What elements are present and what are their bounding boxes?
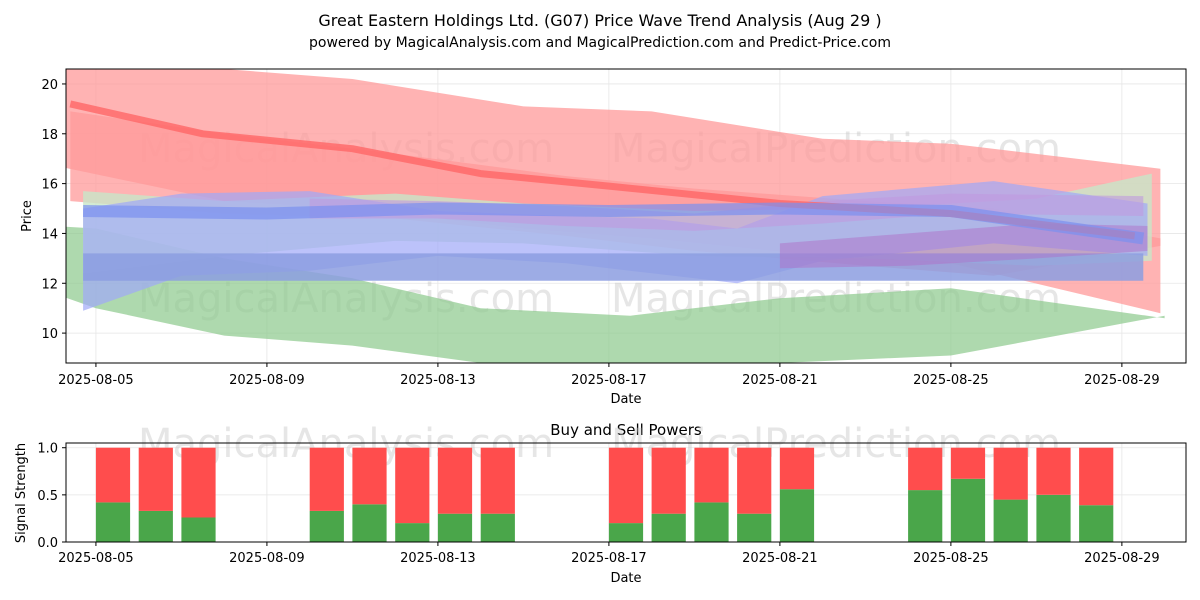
band-purple-low (779, 223, 1148, 269)
buy-bar (908, 490, 943, 542)
price-y-tick-label: 10 (41, 327, 58, 342)
sell-bar (908, 447, 943, 491)
sell-bar (181, 447, 216, 518)
buy-sell-x-axis-label: Date (610, 571, 641, 586)
price-x-tick-label: 2025-08-09 (229, 373, 305, 388)
price-wave-panel: MagicalAnalysis.com MagicalPrediction.co… (20, 68, 1187, 407)
price-x-axis-label: Date (610, 392, 641, 407)
buy-bar (651, 513, 686, 542)
buy-bar (1036, 494, 1071, 542)
sell-bar (1079, 447, 1114, 506)
watermark-magicalprediction-bottom: MagicalPrediction.com (611, 421, 1061, 467)
sell-bar (395, 447, 430, 524)
price-x-ticks: 2025-08-05 2025-08-09 2025-08-13 2025-08-17… (58, 363, 1160, 388)
buy-sell-x-tick-label: 2025-08-05 (58, 551, 134, 566)
buy-sell-x-tick-label: 2025-08-25 (913, 551, 989, 566)
sell-bar (737, 447, 772, 514)
sell-bar (437, 447, 473, 514)
sell-bar (608, 447, 644, 524)
buy-bar (181, 517, 216, 542)
line-blue-trend (83, 202, 1145, 245)
sell-bar (694, 447, 729, 503)
buy-sell-x-tick-label: 2025-08-09 (229, 551, 305, 566)
buy-bar (352, 504, 387, 542)
buy-bar (993, 499, 1028, 542)
buy-bar (1079, 505, 1114, 542)
price-y-ticks: 10 12 14 16 18 20 (41, 78, 66, 342)
sell-bar (352, 447, 387, 505)
buy-bar (395, 523, 430, 542)
price-y-tick-label: 20 (41, 78, 58, 93)
price-x-tick-label: 2025-08-29 (1084, 373, 1160, 388)
sell-bar (993, 447, 1028, 500)
price-x-tick-label: 2025-08-25 (913, 373, 989, 388)
sell-bar (1036, 447, 1071, 495)
sell-bar (950, 447, 986, 479)
buy-bar (694, 502, 729, 542)
sell-bar (779, 447, 815, 490)
price-y-tick-label: 18 (41, 128, 58, 143)
buy-sell-title: Buy and Sell Powers (550, 421, 702, 439)
buy-sell-x-tick-label: 2025-08-21 (742, 551, 818, 566)
chart-subtitle: powered by MagicalAnalysis.com and Magic… (309, 35, 891, 51)
buy-bar (95, 502, 131, 542)
buy-sell-plot-frame (65, 442, 1187, 543)
price-y-tick-label: 14 (41, 227, 58, 242)
price-plot-frame (65, 68, 1187, 364)
buy-sell-y-tick-label: 1.0 (37, 442, 58, 457)
sell-bar (309, 447, 344, 511)
sell-bar (95, 447, 131, 503)
buy-sell-x-tick-label: 2025-08-13 (400, 551, 476, 566)
buy-bar (779, 489, 815, 542)
buy-sell-y-tick-label: 0.0 (37, 536, 58, 551)
buy-sell-x-tick-label: 2025-08-29 (1084, 551, 1160, 566)
chart-title: Great Eastern Holdings Ltd. (G07) Price … (318, 11, 881, 30)
buy-bar (437, 513, 473, 542)
price-trend-lines (69, 100, 1145, 245)
price-x-tick-label: 2025-08-21 (742, 373, 818, 388)
buy-bar (950, 478, 986, 542)
price-y-tick-label: 16 (41, 178, 58, 193)
price-x-tick-label: 2025-08-13 (400, 373, 476, 388)
price-y-axis-label: Price (20, 200, 35, 232)
buy-bar (480, 513, 515, 542)
buy-sell-y-ticks: 0.0 0.5 1.0 (37, 442, 66, 551)
buy-sell-bars (95, 447, 1114, 542)
sell-bar (480, 447, 515, 514)
band-green-main (66, 226, 1165, 363)
buy-bar (737, 513, 772, 542)
price-x-tick-label: 2025-08-17 (571, 373, 647, 388)
sell-bar (651, 447, 686, 514)
buy-sell-x-ticks: 2025-08-05 2025-08-09 2025-08-13 2025-08-17… (58, 542, 1160, 566)
buy-sell-panel: Buy and Sell Powers MagicalAnalysis.com … (14, 421, 1187, 586)
buy-sell-y-tick-label: 0.5 (37, 489, 58, 504)
price-y-tick-label: 12 (41, 277, 58, 292)
sell-bar (138, 447, 173, 511)
buy-bar (608, 523, 644, 542)
buy-sell-x-tick-label: 2025-08-17 (571, 551, 647, 566)
buy-bar (138, 510, 173, 542)
buy-sell-y-axis-label: Signal Strength (14, 443, 29, 543)
price-x-tick-label: 2025-08-05 (58, 373, 134, 388)
buy-bar (309, 510, 344, 542)
